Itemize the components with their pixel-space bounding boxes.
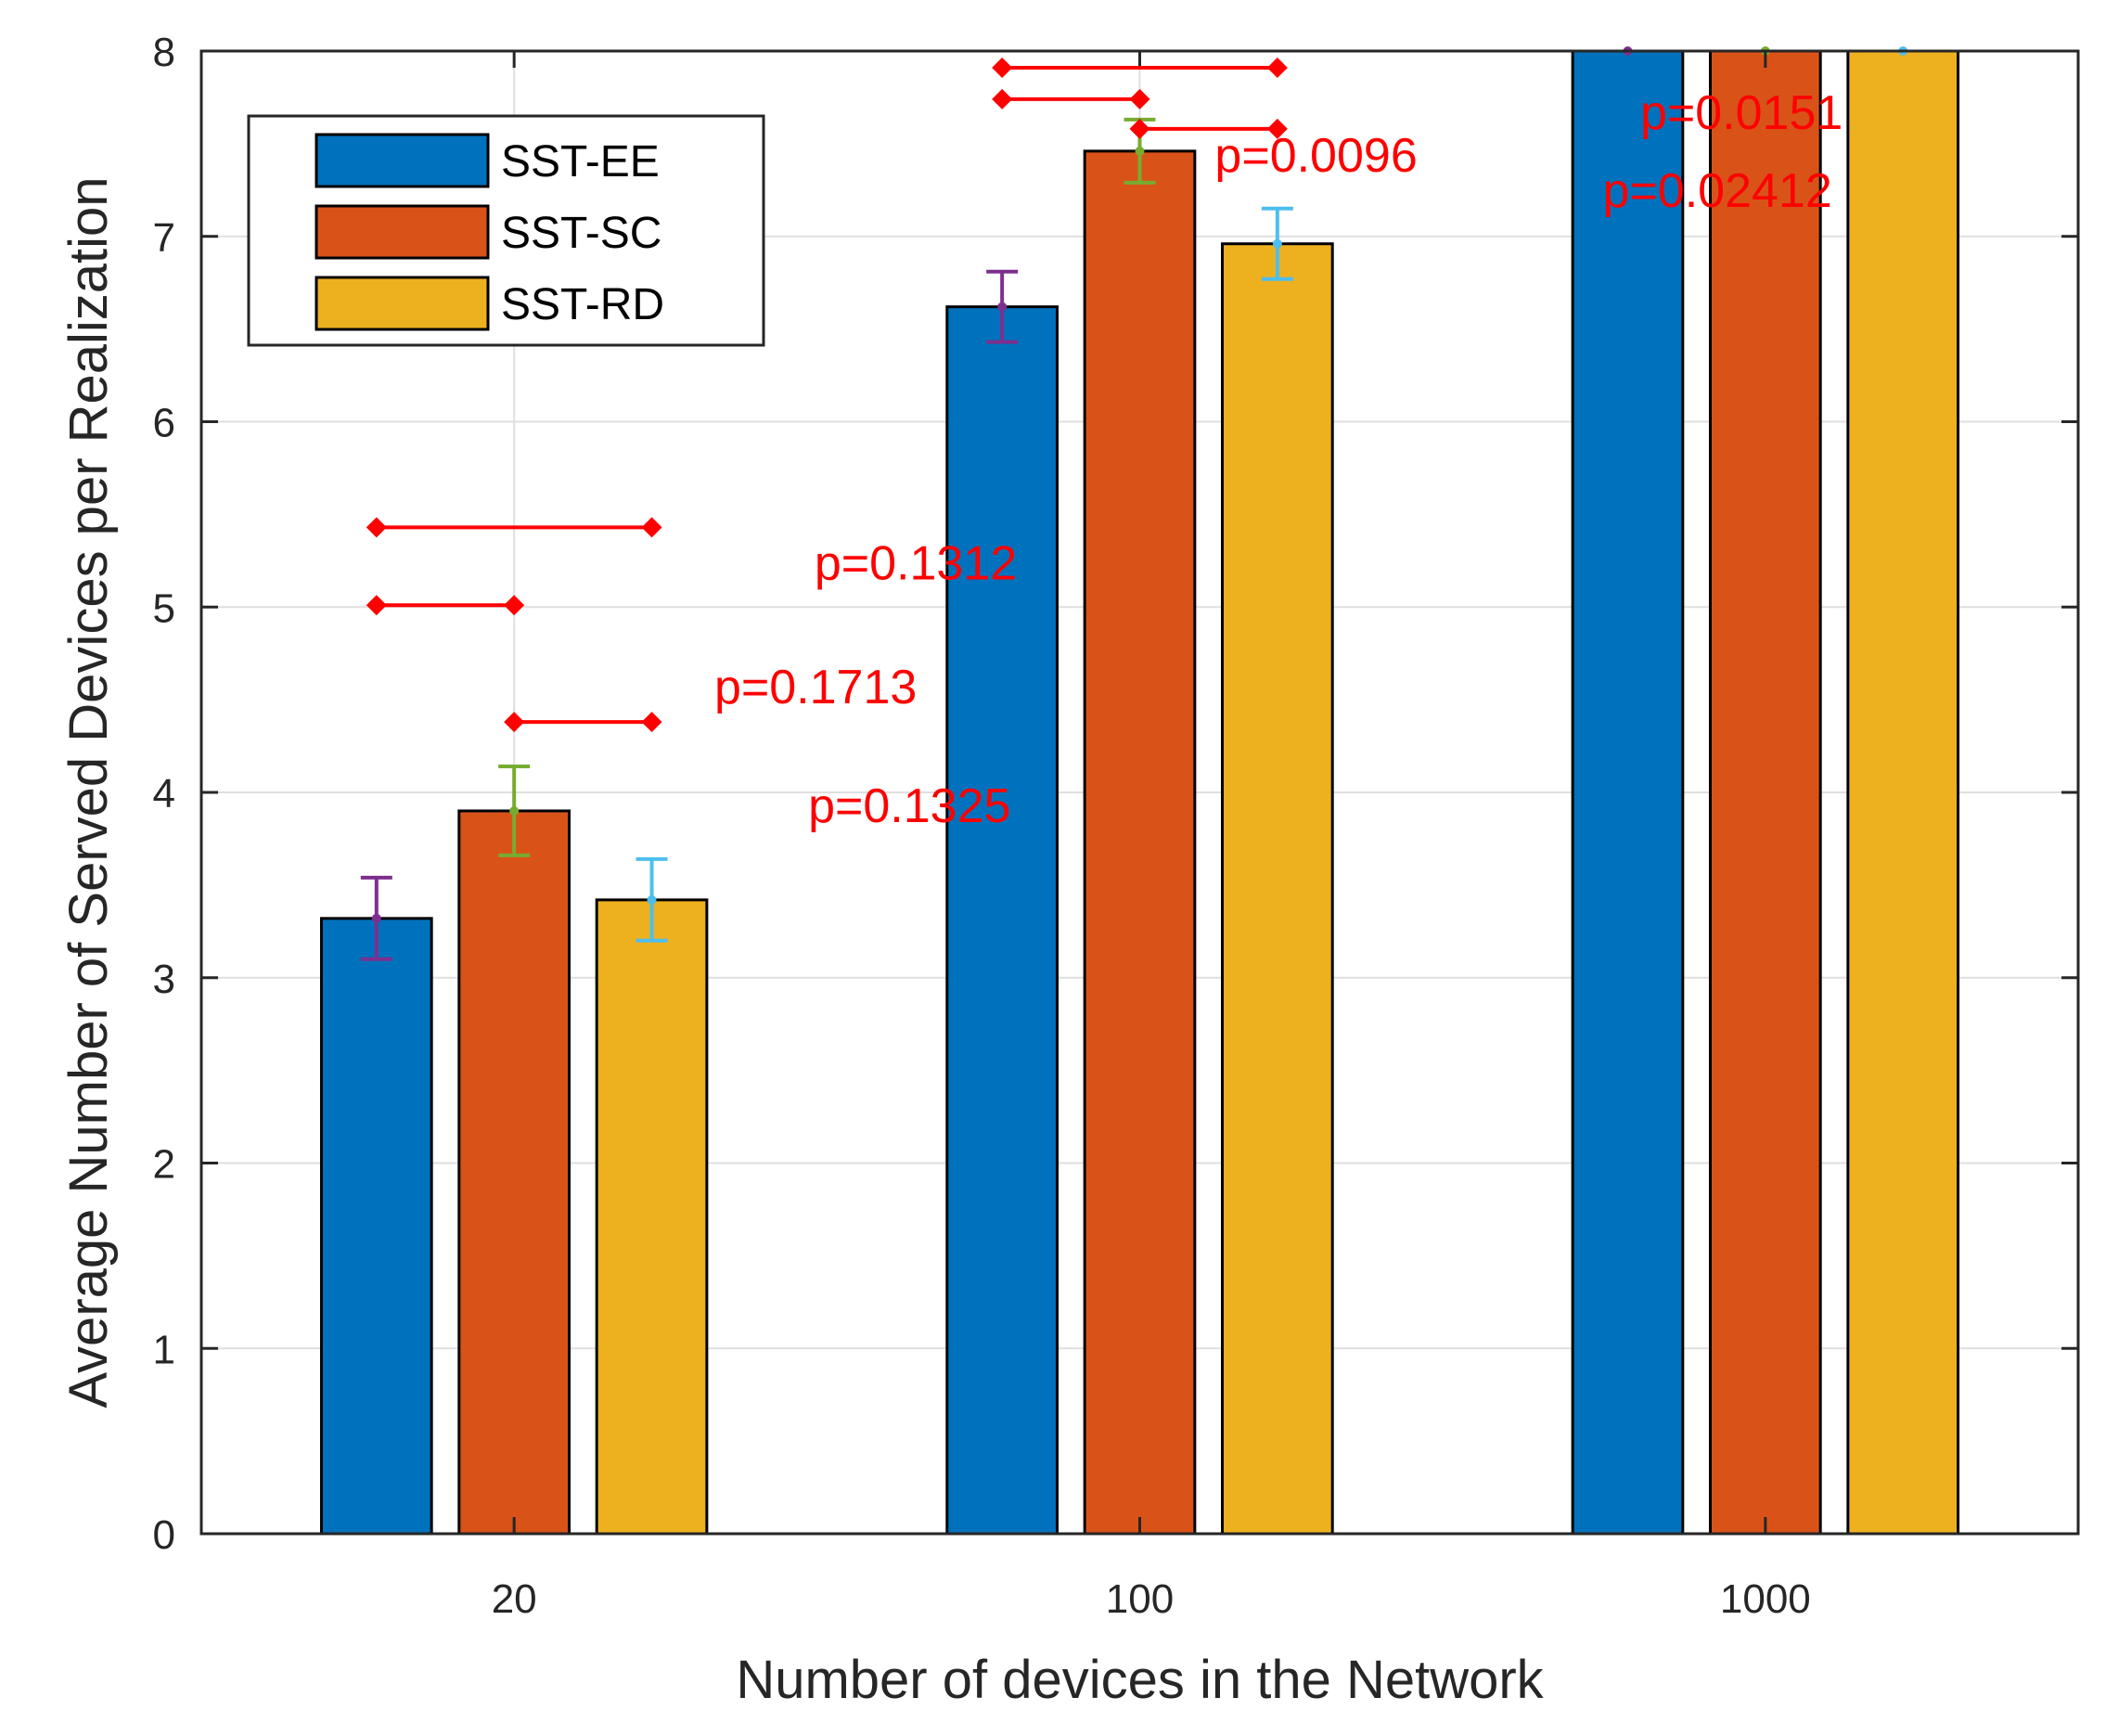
- bar-sst-sc-100: [1083, 149, 1197, 1536]
- error-bars-group: [360, 46, 1908, 961]
- y-tick-label: 5: [153, 585, 175, 631]
- significance-marker: [366, 595, 387, 616]
- significance-marker: [1129, 88, 1150, 109]
- bar-sst-rd-20: [595, 898, 709, 1536]
- bars-group: [319, 49, 1960, 1536]
- legend-swatch: [315, 204, 490, 260]
- x-tick-label: 100: [1106, 1576, 1174, 1622]
- y-tick-label: 7: [153, 215, 175, 261]
- y-tick-label: 1: [153, 1327, 175, 1372]
- error-bar-sst-rd-20: [636, 856, 668, 943]
- legend-label: SST-RD: [501, 280, 664, 329]
- x-axis-label: Number of devices in the Network: [736, 1650, 1544, 1710]
- error-mean-dot: [997, 302, 1008, 312]
- error-mean-dot: [509, 805, 520, 816]
- tick-labels: 0 1 2 3 4 5 6 7 8 20 100 1000: [153, 30, 1811, 1622]
- p-value-label: p=0.1325: [808, 779, 1010, 833]
- legend-label: SST-EE: [501, 137, 660, 186]
- bar-sst-ee-20: [319, 917, 433, 1536]
- significance-bracket-2: p=0.1325: [504, 712, 1010, 833]
- significance-marker: [366, 517, 387, 538]
- error-mean-dot: [371, 913, 381, 923]
- legend[interactable]: SST-EE SST-SC SST-RD: [247, 114, 765, 347]
- p-value-label: p=0.1713: [714, 661, 917, 714]
- error-bar-sst-sc-20: [498, 765, 531, 857]
- legend-swatch: [315, 276, 490, 331]
- significance-annotations: p=0.1312 p=0.1713 p=0.1325 p=0.0151 p=0.0096…: [366, 57, 1843, 833]
- bar-sst-ee-100: [945, 305, 1059, 1536]
- x-tick-label: 20: [492, 1576, 537, 1622]
- bar-sst-sc-1000: [1708, 49, 1822, 1536]
- y-tick-label: 8: [153, 30, 175, 75]
- bar-sst-sc-20: [457, 809, 571, 1536]
- y-tick-label: 6: [153, 401, 175, 446]
- legend-entry-sst-rd[interactable]: SST-RD: [315, 276, 664, 331]
- bar-sst-ee-1000: [1571, 49, 1685, 1536]
- legend-entry-sst-sc[interactable]: SST-SC: [315, 204, 661, 260]
- y-tick-label: 0: [153, 1512, 175, 1558]
- significance-marker: [641, 712, 662, 733]
- significance-marker: [504, 595, 525, 616]
- significance-marker: [992, 88, 1013, 109]
- legend-entry-sst-ee[interactable]: SST-EE: [315, 133, 660, 188]
- error-mean-dot: [647, 894, 657, 905]
- significance-marker: [1266, 118, 1288, 139]
- x-tick-label: 1000: [1720, 1576, 1811, 1622]
- significance-bracket-3: p=0.0151: [992, 57, 1843, 140]
- error-bar-sst-ee-20: [360, 875, 392, 961]
- p-value-label: p=0.0151: [1640, 86, 1843, 140]
- legend-label: SST-SC: [501, 209, 661, 258]
- y-tick-label: 2: [153, 1142, 175, 1188]
- significance-bracket-5: p=0.02412: [1129, 118, 1832, 218]
- legend-swatch: [315, 133, 490, 188]
- significance-bracket-1: p=0.1713: [366, 595, 917, 714]
- significance-marker: [504, 712, 525, 733]
- y-axis-label: Average Number of Served Devices per Rea…: [58, 176, 119, 1408]
- significance-bracket-0: p=0.1312: [366, 517, 1017, 590]
- p-value-label: p=0.1312: [815, 536, 1017, 590]
- bar-sst-rd-100: [1221, 242, 1334, 1536]
- significance-marker: [1129, 118, 1150, 139]
- error-bar-sst-ee-100: [986, 269, 1019, 344]
- significance-marker: [992, 57, 1013, 78]
- p-value-label: p=0.02412: [1603, 164, 1832, 218]
- significance-marker: [1266, 57, 1288, 78]
- significance-bracket-4: p=0.0096: [992, 88, 1418, 183]
- p-value-label: p=0.0096: [1214, 129, 1417, 183]
- y-tick-label: 4: [153, 771, 175, 817]
- bar-sst-rd-1000: [1846, 49, 1960, 1536]
- axes-frame: [199, 49, 2080, 1536]
- significance-marker: [641, 517, 662, 538]
- error-mean-dot: [1135, 146, 1145, 156]
- y-tick-label: 3: [153, 957, 175, 1002]
- error-bar-sst-rd-100: [1261, 206, 1293, 281]
- error-mean-dot: [1272, 238, 1282, 249]
